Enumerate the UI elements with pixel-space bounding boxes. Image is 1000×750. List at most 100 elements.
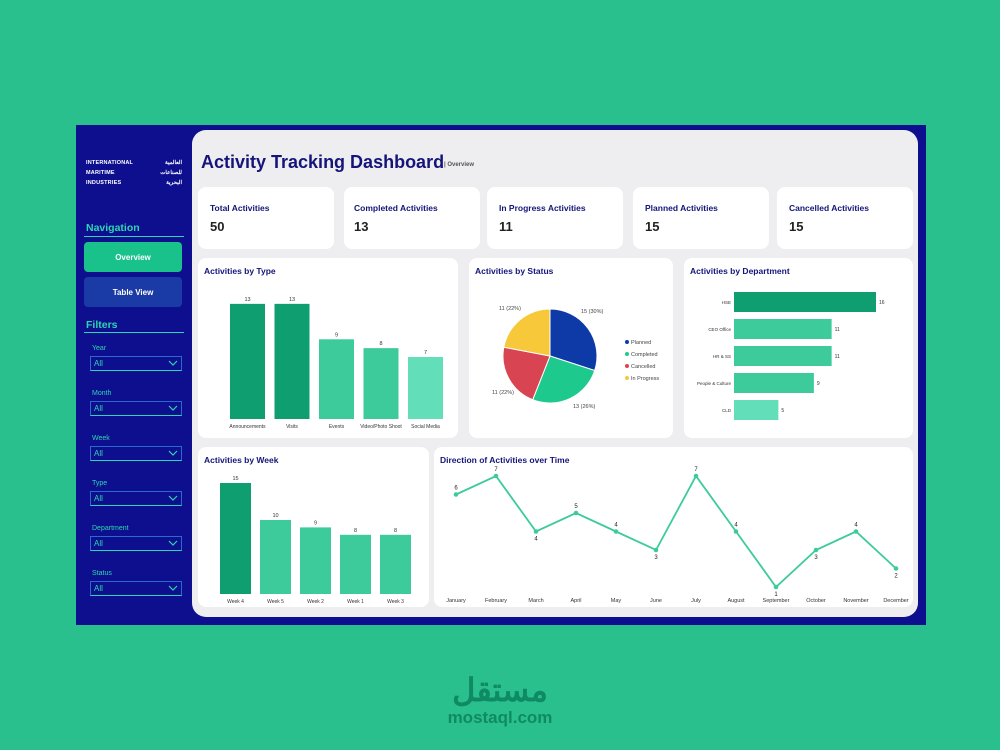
bar-value-label: 5: [781, 408, 784, 414]
x-tick-label: August: [727, 598, 745, 604]
filters-divider: [84, 332, 184, 333]
kpi-value: 15: [645, 219, 660, 234]
logo-en-line-3: INDUSTRIES: [86, 180, 122, 186]
bar: [734, 373, 814, 393]
kpi-label: In Progress Activities: [499, 203, 586, 213]
data-label: 3: [654, 555, 658, 561]
watermark: مستقل mostaql.com: [0, 672, 1000, 728]
bar-value-label: 8: [394, 528, 397, 534]
kpi-value: 50: [210, 219, 225, 234]
logo-ar-text: العالمية للصناعات البحرية: [160, 158, 182, 188]
logo-en-line-2: MARITIME: [86, 170, 115, 176]
data-point: [853, 529, 859, 534]
legend-swatch: [625, 352, 629, 356]
chart-card-by-status: Activities by Status 15 (30%) Planned 13 (…: [469, 258, 673, 438]
chart-title: Activities by Type: [204, 266, 276, 276]
pie-slice: [502, 346, 551, 401]
bar: [340, 534, 371, 594]
navigation-divider: [84, 236, 184, 237]
chart-over-time: 6 January 7 February 4 March 5 April 4 May 3 June 7 J…: [446, 467, 909, 604]
slice-label: 13 (26%): [573, 404, 595, 410]
data-point: [453, 492, 459, 497]
filter-label-department: Department: [92, 525, 129, 532]
legend-label: Cancelled: [631, 364, 655, 370]
x-tick-label: February: [485, 598, 507, 604]
watermark-arabic: مستقل: [452, 672, 548, 708]
chart-by-type: 13 Announcements 13 Visits 9 Events 8 Video/Pho…: [229, 297, 443, 430]
kpi-label: Completed Activities: [354, 203, 438, 213]
bar-value-label: 7: [424, 350, 427, 356]
x-tick-label: Announcements: [229, 424, 266, 430]
page-subtitle: | Overview: [444, 162, 475, 168]
data-point: [573, 510, 579, 516]
data-label: 4: [854, 523, 858, 529]
bar-value-label: 16: [879, 300, 885, 306]
data-label: 4: [534, 537, 538, 543]
bar-value-label: 9: [335, 332, 338, 338]
y-tick-label: People & Culture: [697, 381, 732, 386]
x-tick-label: November: [843, 598, 869, 604]
nav-overview-button[interactable]: Overview: [84, 242, 182, 272]
data-label: 2: [894, 574, 898, 580]
bar: [363, 348, 399, 419]
bar-value-label: 13: [289, 297, 295, 303]
x-tick-label: May: [611, 598, 622, 604]
x-tick-label: April: [570, 598, 581, 604]
bar: [274, 303, 310, 419]
chart-title: Activities by Department: [690, 266, 790, 276]
kpi-card-in-progress: In Progress Activities 11: [487, 187, 623, 249]
filter-label-type: Type: [92, 480, 108, 487]
x-tick-label: January: [446, 598, 466, 604]
filter-select-department[interactable]: All: [90, 536, 182, 551]
kpi-label: Cancelled Activities: [789, 203, 869, 213]
data-point: [613, 529, 619, 534]
chevron-down-icon: [168, 540, 178, 546]
pie-slice: [549, 308, 598, 372]
x-tick-label: Week 5: [267, 599, 284, 605]
nav-table-view-button[interactable]: Table View: [84, 277, 182, 307]
x-tick-label: Week 1: [347, 599, 364, 605]
x-tick-label: Week 3: [387, 599, 404, 605]
chart-by-status: 15 (30%) Planned 13 (26%) Completed 11 (22%)…: [492, 306, 659, 410]
bar: [230, 303, 265, 419]
pie-slice: [503, 308, 551, 357]
x-tick-label: Week 2: [307, 599, 324, 605]
chevron-down-icon: [168, 585, 178, 591]
legend-label: Completed: [631, 352, 658, 358]
bar: [380, 534, 411, 594]
x-tick-label: December: [883, 598, 909, 604]
slice-label: 15 (30%): [581, 309, 603, 315]
data-label: 1: [774, 592, 778, 598]
bar: [734, 346, 832, 366]
filter-label-month: Month: [92, 390, 112, 397]
filter-select-type[interactable]: All: [90, 491, 182, 506]
bar-value-label: 11: [835, 354, 840, 360]
chart-card-by-department: Activities by Department 16 HSE 11 CEO Offi…: [684, 258, 913, 438]
bar-value-label: 8: [379, 341, 382, 347]
page-title: Activity Tracking Dashboard: [201, 152, 445, 172]
x-tick-label: June: [650, 598, 662, 604]
filter-select-week[interactable]: All: [90, 446, 182, 461]
kpi-label: Planned Activities: [645, 203, 718, 213]
x-tick-label: September: [763, 598, 790, 604]
filter-label-week: Week: [92, 435, 110, 442]
data-point: [533, 529, 539, 534]
bar: [734, 292, 876, 312]
chart-by-department: 16 HSE 11 CEO Office 11 HR & SS 9 People & Cult…: [697, 292, 885, 420]
slice-label: 11 (22%): [492, 390, 514, 396]
data-point: [693, 473, 699, 479]
bar-value-label: 8: [354, 528, 357, 534]
filter-select-year[interactable]: All: [90, 356, 182, 371]
logo-ar-line-2: للصناعات: [160, 170, 182, 176]
kpi-value: 13: [354, 219, 369, 234]
chevron-down-icon: [168, 495, 178, 501]
filter-select-month[interactable]: All: [90, 401, 182, 416]
x-tick-label: Week 4: [227, 599, 244, 605]
bar: [408, 357, 443, 419]
filter-select-status[interactable]: All: [90, 581, 182, 596]
filter-label-year: Year: [92, 345, 107, 352]
chart-title: Activities by Status: [475, 266, 554, 276]
logo-ar-line-1: العالمية: [165, 160, 182, 166]
dashboard-frame: INTERNATIONAL MARITIME INDUSTRIES العالم…: [76, 125, 926, 625]
logo-ar-line-3: البحرية: [166, 180, 182, 186]
